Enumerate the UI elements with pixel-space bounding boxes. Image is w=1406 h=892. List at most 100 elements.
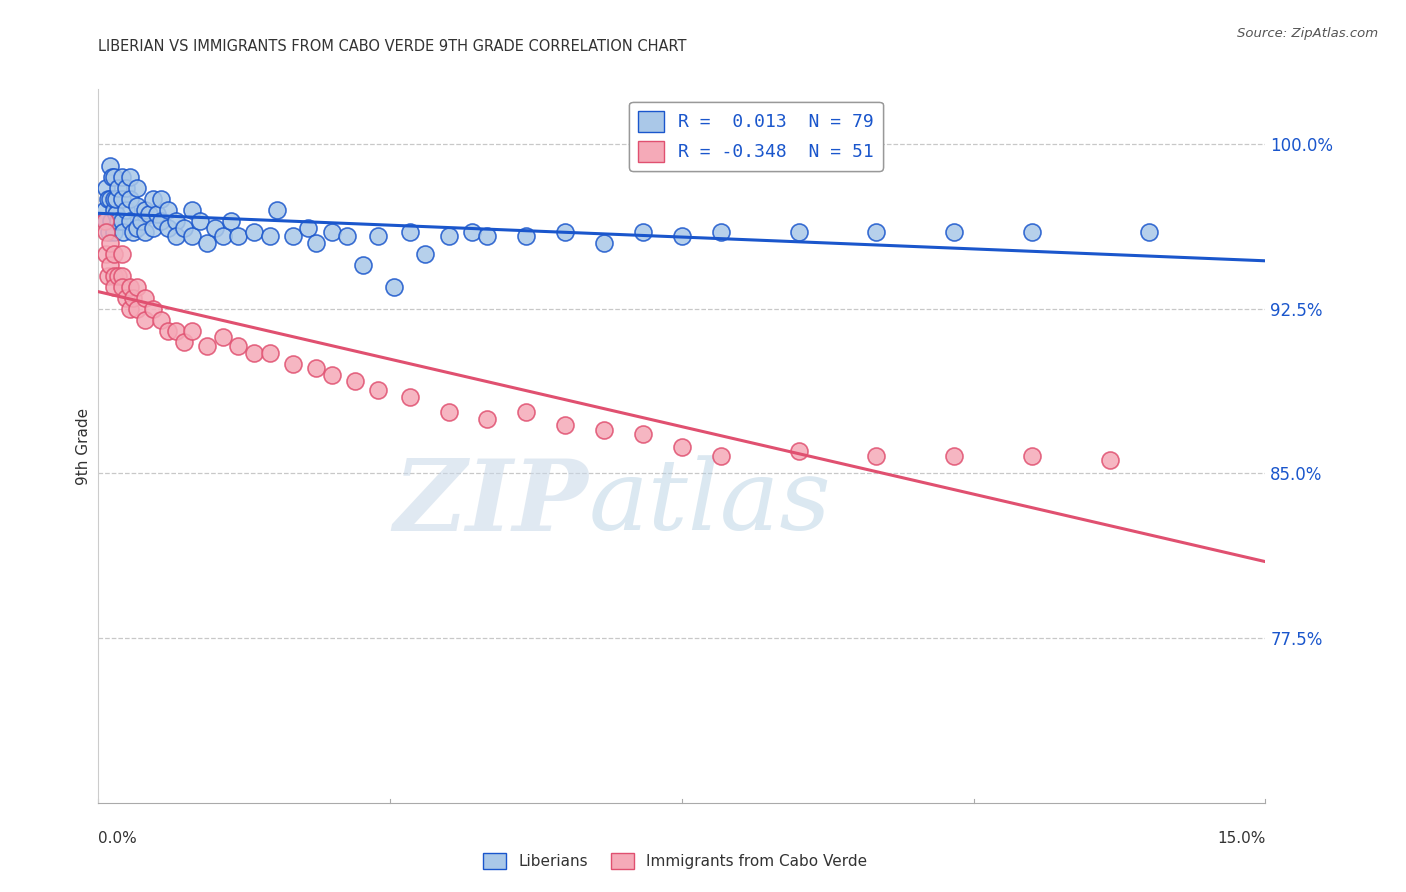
- Point: [173, 220, 195, 235]
- Point: [165, 229, 187, 244]
- Point: [228, 339, 250, 353]
- Point: [219, 214, 242, 228]
- Point: [382, 280, 405, 294]
- Text: 0.0%: 0.0%: [98, 831, 138, 847]
- Point: [336, 229, 359, 244]
- Point: [281, 357, 304, 371]
- Point: [398, 390, 420, 404]
- Point: [127, 220, 149, 235]
- Text: LIBERIAN VS IMMIGRANTS FROM CABO VERDE 9TH GRADE CORRELATION CHART: LIBERIAN VS IMMIGRANTS FROM CABO VERDE 9…: [98, 38, 688, 54]
- Point: [142, 301, 165, 316]
- Point: [204, 220, 226, 235]
- Point: [593, 423, 616, 437]
- Point: [321, 225, 343, 239]
- Point: [96, 181, 118, 195]
- Point: [111, 247, 134, 261]
- Point: [398, 225, 420, 239]
- Point: [104, 207, 127, 221]
- Point: [180, 324, 202, 338]
- Point: [195, 235, 218, 250]
- Point: [367, 383, 389, 397]
- Point: [107, 268, 129, 283]
- Point: [111, 214, 134, 228]
- Point: [149, 192, 172, 206]
- Point: [173, 334, 195, 349]
- Point: [413, 247, 436, 261]
- Point: [134, 202, 156, 217]
- Point: [96, 214, 118, 228]
- Point: [111, 280, 134, 294]
- Point: [122, 291, 145, 305]
- Point: [195, 339, 218, 353]
- Point: [787, 444, 810, 458]
- Point: [259, 229, 281, 244]
- Point: [437, 405, 460, 419]
- Point: [212, 229, 235, 244]
- Point: [212, 330, 235, 344]
- Point: [165, 324, 187, 338]
- Point: [134, 225, 156, 239]
- Point: [142, 220, 165, 235]
- Point: [188, 214, 211, 228]
- Point: [111, 192, 134, 206]
- Point: [243, 225, 266, 239]
- Point: [105, 192, 128, 206]
- Point: [98, 192, 121, 206]
- Point: [127, 181, 149, 195]
- Point: [96, 225, 118, 239]
- Point: [107, 214, 129, 228]
- Point: [134, 312, 156, 326]
- Point: [157, 202, 180, 217]
- Text: ZIP: ZIP: [394, 455, 589, 551]
- Point: [103, 225, 125, 239]
- Point: [631, 426, 654, 441]
- Point: [243, 345, 266, 359]
- Point: [100, 214, 122, 228]
- Point: [98, 258, 121, 272]
- Point: [112, 225, 135, 239]
- Point: [710, 449, 733, 463]
- Point: [865, 449, 887, 463]
- Point: [146, 207, 169, 221]
- Point: [93, 214, 115, 228]
- Point: [787, 225, 810, 239]
- Point: [114, 181, 136, 195]
- Point: [103, 268, 125, 283]
- Point: [437, 229, 460, 244]
- Point: [118, 301, 141, 316]
- Point: [321, 368, 343, 382]
- Point: [180, 202, 202, 217]
- Point: [157, 220, 180, 235]
- Point: [943, 225, 966, 239]
- Point: [96, 247, 118, 261]
- Point: [1137, 225, 1160, 239]
- Point: [943, 449, 966, 463]
- Point: [367, 229, 389, 244]
- Point: [165, 214, 187, 228]
- Text: 15.0%: 15.0%: [1218, 831, 1265, 847]
- Point: [305, 235, 328, 250]
- Point: [101, 169, 124, 184]
- Point: [111, 268, 134, 283]
- Point: [142, 192, 165, 206]
- Point: [118, 214, 141, 228]
- Point: [97, 192, 120, 206]
- Point: [259, 345, 281, 359]
- Point: [118, 192, 141, 206]
- Point: [157, 324, 180, 338]
- Point: [228, 229, 250, 244]
- Text: Source: ZipAtlas.com: Source: ZipAtlas.com: [1237, 27, 1378, 40]
- Point: [103, 202, 125, 217]
- Point: [103, 192, 125, 206]
- Point: [97, 225, 120, 239]
- Point: [134, 291, 156, 305]
- Point: [180, 229, 202, 244]
- Point: [305, 361, 328, 376]
- Point: [107, 181, 129, 195]
- Point: [114, 291, 136, 305]
- Y-axis label: 9th Grade: 9th Grade: [76, 408, 91, 484]
- Point: [515, 405, 537, 419]
- Point: [554, 418, 576, 433]
- Point: [98, 235, 121, 250]
- Point: [477, 229, 499, 244]
